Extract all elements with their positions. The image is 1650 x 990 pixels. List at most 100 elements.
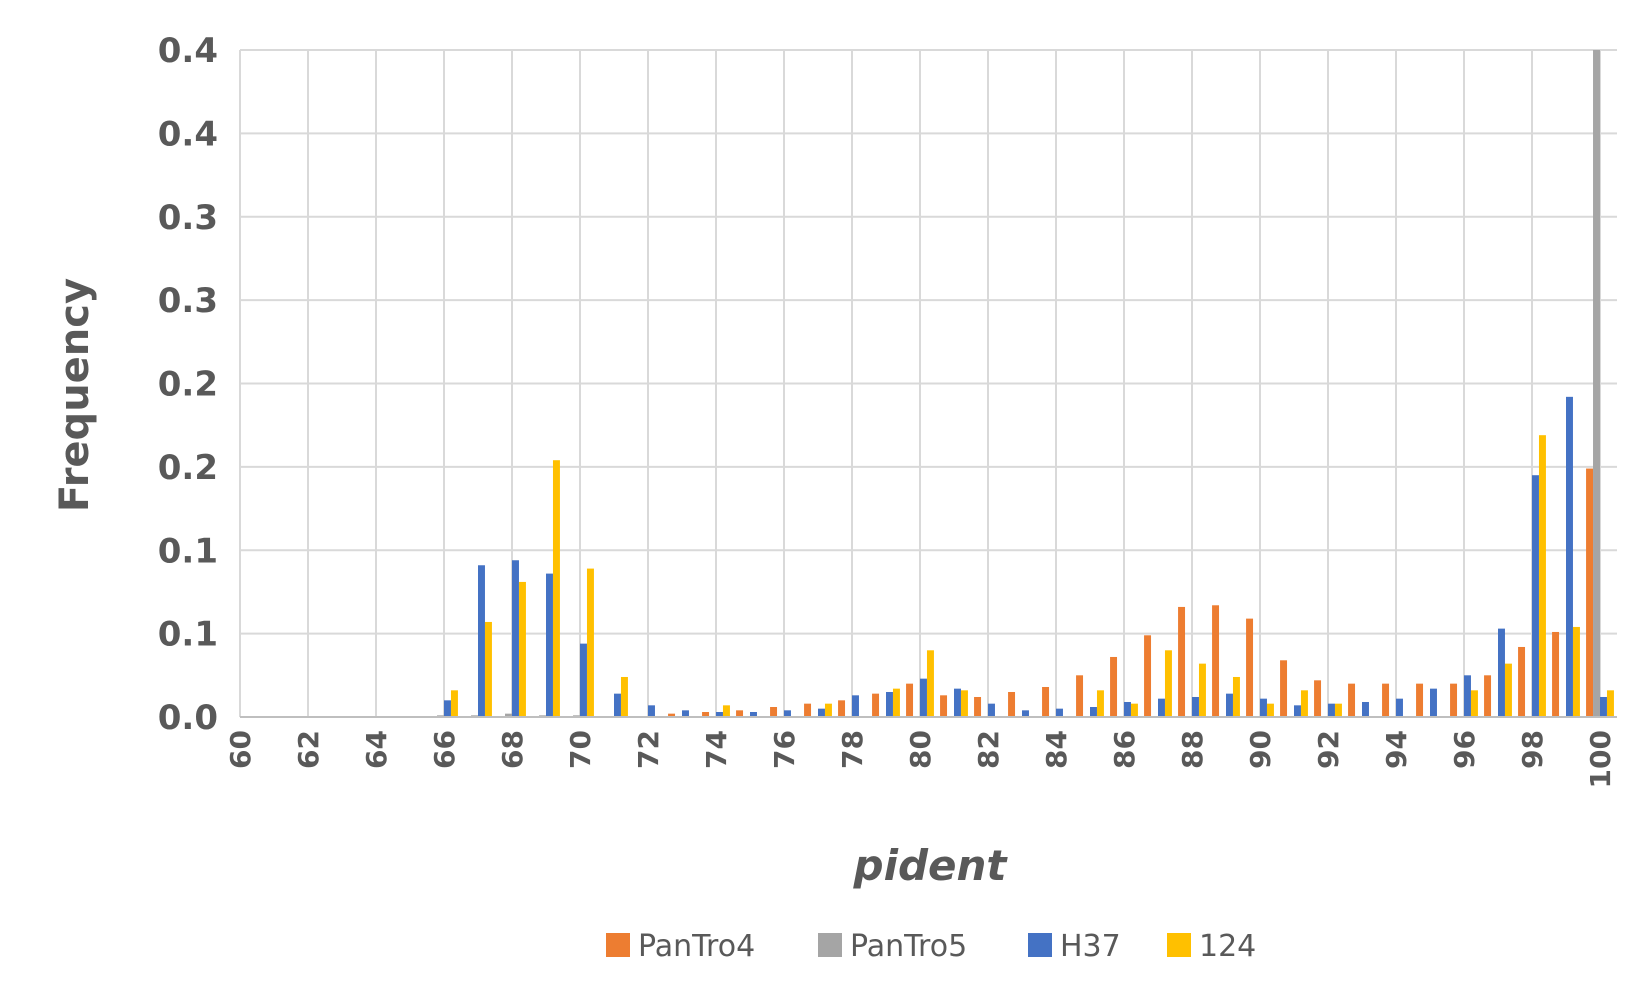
bar [940, 695, 948, 717]
bar [1606, 690, 1614, 717]
bar [1192, 696, 1199, 717]
bar [1552, 631, 1560, 717]
bar [1334, 703, 1342, 717]
bar [736, 710, 744, 717]
x-tick-label: 72 [632, 730, 665, 769]
bar [716, 712, 723, 717]
bar [838, 700, 846, 717]
bar [1056, 708, 1063, 717]
bar [1504, 663, 1512, 717]
bar [1314, 680, 1322, 717]
bar [1110, 656, 1118, 717]
bar [892, 688, 900, 717]
bar [1090, 707, 1097, 717]
bar [1600, 696, 1607, 717]
bar [1266, 703, 1274, 717]
legend-label: PanTro4 [638, 929, 755, 964]
bar [1280, 660, 1288, 717]
y-axis-title: Frequency [52, 278, 98, 512]
legend-label: PanTro5 [850, 929, 967, 964]
bar [1593, 50, 1600, 717]
bar [824, 703, 832, 717]
bar [1382, 683, 1390, 717]
bar [1096, 690, 1104, 717]
legend-swatch [606, 933, 630, 957]
x-tick-label: 94 [1380, 730, 1413, 769]
bar [1212, 605, 1220, 717]
bar [818, 708, 825, 717]
bars [437, 50, 1614, 717]
bar [505, 713, 512, 717]
bar [1198, 663, 1206, 717]
bar [580, 643, 587, 717]
bar [1484, 675, 1492, 717]
bar [872, 693, 880, 717]
x-tick-label: 98 [1516, 730, 1549, 769]
y-tick-label: 0.4 [158, 114, 218, 154]
bar [1572, 626, 1580, 717]
bar [702, 712, 710, 717]
x-tick-label: 84 [1040, 730, 1073, 769]
bar [1042, 686, 1050, 717]
x-tick-label: 82 [972, 730, 1005, 769]
y-tick-label: 0.4 [158, 31, 218, 71]
bar [750, 712, 757, 717]
x-tick-label: 70 [564, 730, 597, 769]
bar [1348, 683, 1356, 717]
legend: PanTro4 PanTro5 H37 124 [606, 929, 1256, 964]
y-tick-label: 0.1 [158, 531, 218, 571]
bar [478, 565, 485, 717]
bar [1464, 675, 1471, 717]
bar [1300, 690, 1308, 717]
bar [1586, 468, 1594, 717]
bar [1362, 701, 1369, 717]
x-tick-label: 76 [768, 730, 801, 769]
bar [586, 568, 594, 717]
legend-swatch [1167, 933, 1191, 957]
bar [1022, 710, 1029, 717]
x-tick-label: 100 [1584, 730, 1617, 788]
grid [239, 49, 1617, 717]
bar [1076, 675, 1084, 717]
x-tick-label: 60 [224, 730, 257, 769]
bar [1430, 688, 1437, 717]
x-tick-label: 64 [360, 730, 393, 769]
legend-swatch [1028, 933, 1052, 957]
x-tick-label: 90 [1244, 730, 1277, 769]
x-tick-label: 80 [904, 730, 937, 769]
bar [1566, 396, 1573, 717]
bar [444, 700, 451, 717]
bar [512, 560, 519, 717]
bar [1450, 683, 1458, 717]
bar [1498, 628, 1505, 717]
bar [484, 621, 492, 717]
y-tick-label: 0.0 [158, 698, 218, 738]
bar [668, 713, 676, 717]
bar [1164, 650, 1172, 717]
x-tick-label: 68 [496, 730, 529, 769]
bar [518, 581, 526, 717]
bar [1328, 703, 1335, 717]
bar [804, 703, 812, 717]
legend-label: H37 [1060, 929, 1121, 964]
x-tick-label: 86 [1108, 730, 1141, 769]
x-axis-ticks: 60 62 64 66 68 70 72 74 76 78 80 82 84 86 88 90 92 94 96 98… [224, 730, 1617, 788]
bar [1124, 701, 1131, 717]
bar [1416, 683, 1424, 717]
y-tick-label: 0.3 [158, 198, 218, 238]
x-axis-title: pident [853, 841, 1009, 890]
bar [620, 676, 628, 717]
bar [682, 710, 689, 717]
bar [960, 690, 968, 717]
bar [1294, 705, 1301, 717]
bar [784, 710, 791, 717]
y-tick-label: 0.1 [158, 615, 218, 655]
bar [614, 693, 621, 717]
bar [1246, 618, 1254, 717]
bar [1130, 703, 1138, 717]
bar [1396, 698, 1403, 717]
bar [450, 690, 458, 717]
x-tick-label: 78 [836, 730, 869, 769]
y-tick-label: 0.2 [158, 365, 218, 405]
